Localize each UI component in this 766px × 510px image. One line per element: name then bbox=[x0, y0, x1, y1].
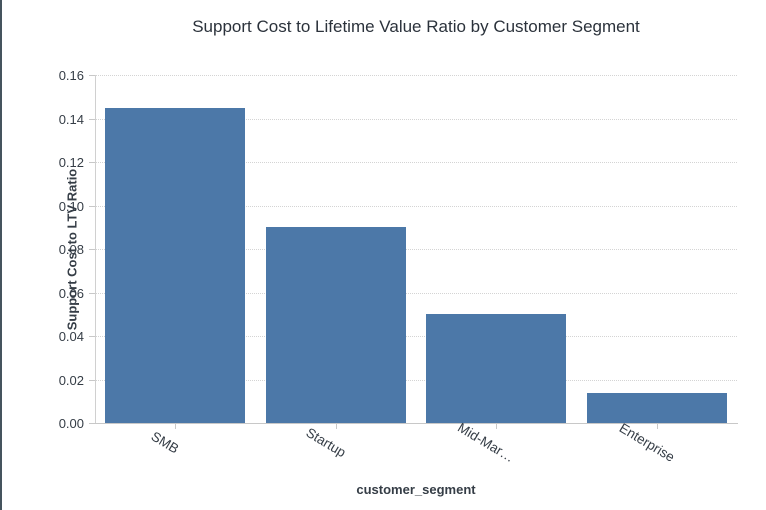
y-tick-label: 0.02 bbox=[58, 372, 84, 388]
bar-midmar bbox=[426, 314, 567, 423]
y-tick-mark bbox=[89, 292, 95, 294]
y-gridline bbox=[95, 118, 737, 120]
y-gridline bbox=[95, 249, 737, 250]
x-tick-mark bbox=[175, 424, 177, 429]
window-left-border bbox=[0, 0, 2, 510]
y-axis-line bbox=[95, 75, 96, 423]
bar-startup bbox=[265, 227, 406, 423]
plot-area bbox=[95, 75, 737, 423]
x-tick-label: SMB bbox=[148, 428, 182, 457]
bar-smb bbox=[105, 107, 246, 423]
y-tick-mark bbox=[89, 379, 95, 381]
y-gridline bbox=[95, 205, 737, 207]
x-tick-label: Mid-Mar… bbox=[455, 419, 518, 466]
x-tick-label: Startup bbox=[303, 424, 349, 461]
y-tick-label: 0.10 bbox=[58, 198, 84, 214]
y-tick-label: 0.12 bbox=[58, 155, 84, 170]
y-tick-mark bbox=[89, 249, 95, 250]
y-tick-mark bbox=[89, 423, 95, 424]
x-tick-label: Enterprise bbox=[616, 420, 677, 465]
y-tick-label: 0.16 bbox=[58, 68, 84, 83]
y-gridline bbox=[95, 75, 737, 76]
y-tick-label: 0.04 bbox=[58, 329, 84, 344]
bar-enterprise bbox=[586, 392, 727, 423]
x-tick-mark bbox=[496, 424, 498, 429]
x-tick-mark bbox=[656, 424, 658, 429]
x-tick-mark bbox=[335, 424, 337, 429]
y-tick-label: 0.06 bbox=[58, 285, 84, 301]
y-tick-label: 0.08 bbox=[58, 242, 84, 257]
y-tick-mark bbox=[89, 162, 95, 163]
y-gridline bbox=[95, 379, 737, 381]
y-gridline bbox=[95, 292, 737, 294]
chart-title: Support Cost to Lifetime Value Ratio by … bbox=[192, 17, 640, 36]
y-gridline bbox=[95, 336, 737, 337]
y-tick-mark bbox=[89, 118, 95, 120]
y-gridline bbox=[95, 162, 737, 163]
y-tick-label: 0.00 bbox=[58, 416, 84, 431]
y-tick-mark bbox=[89, 336, 95, 337]
y-tick-label: 0.14 bbox=[58, 111, 84, 127]
x-axis-title: customer_segment bbox=[356, 482, 476, 497]
x-axis-line bbox=[95, 423, 738, 424]
y-tick-mark bbox=[89, 205, 95, 207]
y-tick-mark bbox=[89, 75, 95, 76]
